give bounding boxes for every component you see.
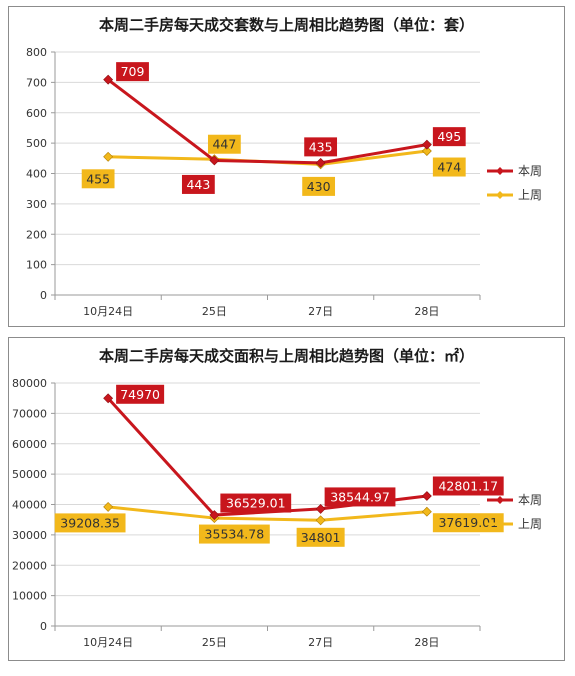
- legend-marker: [496, 167, 504, 175]
- x-tick-label: 28日: [414, 636, 439, 649]
- data-point-marker: [209, 510, 220, 520]
- data-label-box: [302, 176, 336, 196]
- legend-label: 上周: [518, 188, 542, 202]
- series-line-last-week: [107, 505, 427, 522]
- y-tick-label: 0: [40, 289, 47, 302]
- data-label: 37619.01: [438, 515, 498, 530]
- series-line-this-week: [107, 78, 428, 165]
- legend-label: 上周: [518, 517, 542, 531]
- data-label: 447: [212, 137, 236, 152]
- y-tick-label: 40000: [12, 499, 47, 512]
- sets-chart-panel: 本周二手房每天成交套数与上周相比趋势图（单位：套） 0 100 200 300 400 5…: [8, 6, 565, 327]
- sets-chart-title: 本周二手房每天成交套数与上周相比趋势图（单位：套）: [98, 16, 474, 34]
- data-point-marker: [421, 139, 432, 150]
- y-tick-label: 80000: [12, 377, 47, 390]
- y-tick-label: 600: [26, 107, 47, 120]
- data-label: 495: [437, 129, 461, 144]
- y-tick-label: 800: [26, 46, 47, 59]
- data-label-box: [432, 476, 504, 496]
- data-label: 38544.97: [330, 489, 390, 504]
- data-label: 35534.78: [205, 527, 265, 542]
- data-label: 474: [437, 160, 461, 175]
- data-label-box: [432, 157, 466, 177]
- data-label: 39208.35: [60, 515, 120, 530]
- y-tick-label: 50000: [12, 468, 47, 481]
- y-tick-label: 400: [26, 168, 47, 181]
- data-label-box: [116, 62, 149, 82]
- data-label-box: [207, 134, 241, 154]
- y-tick-label: 500: [26, 137, 47, 150]
- data-label: 435: [309, 139, 333, 154]
- data-label-box: [198, 524, 270, 544]
- data-label-box: [181, 174, 215, 194]
- data-label-box: [81, 169, 115, 189]
- y-tick-label: 700: [26, 76, 47, 89]
- data-label-box: [304, 137, 338, 157]
- y-tick-label: 20000: [12, 559, 47, 572]
- data-point-marker: [103, 74, 114, 85]
- area-chart-title: 本周二手房每天成交面积与上周相比趋势图（单位：㎡）: [98, 347, 474, 365]
- legend-marker: [496, 191, 504, 199]
- legend-marker: [496, 520, 504, 528]
- data-point-marker: [421, 146, 432, 156]
- data-label: 42801.17: [438, 478, 498, 493]
- data-label: 455: [86, 171, 110, 186]
- x-tick-label: 25日: [202, 305, 227, 318]
- x-tick-label: 10月24日: [83, 305, 133, 318]
- data-label: 36529.01: [226, 496, 286, 511]
- x-tick-label: 10月24日: [83, 636, 133, 649]
- data-point-marker: [103, 151, 114, 162]
- data-point-marker: [315, 515, 326, 526]
- data-label: 430: [307, 179, 331, 194]
- x-tick-label: 28日: [414, 305, 439, 318]
- legend-marker: [496, 496, 504, 504]
- legend-label: 本周: [518, 164, 542, 178]
- y-tick-label: 300: [26, 198, 47, 211]
- data-point-marker: [315, 503, 326, 514]
- legend-label: 本周: [518, 493, 542, 507]
- y-tick-label: 70000: [12, 407, 47, 420]
- y-tick-label: 0: [40, 620, 47, 633]
- data-point-marker: [421, 491, 432, 501]
- data-point-marker: [315, 157, 326, 168]
- x-tick-label: 27日: [308, 636, 333, 649]
- y-tick-label: 30000: [12, 529, 47, 542]
- y-tick-label: 200: [26, 228, 47, 241]
- data-point-marker: [421, 506, 432, 517]
- y-tick-label: 100: [26, 259, 47, 272]
- data-label-box: [296, 527, 345, 547]
- data-label-box: [432, 127, 466, 147]
- x-tick-label: 25日: [202, 636, 227, 649]
- data-label: 74970: [120, 387, 160, 402]
- data-point-marker: [209, 155, 220, 166]
- data-label: 443: [186, 177, 210, 192]
- data-label: 34801: [301, 530, 341, 545]
- data-label-box: [220, 493, 292, 513]
- data-point-marker: [103, 393, 114, 404]
- y-tick-label: 60000: [12, 438, 47, 451]
- data-label-box: [432, 513, 504, 533]
- area-chart-svg: 0 10000 20000 30000 40000 50000 60000 70000 8000…: [12, 377, 542, 649]
- data-label-box: [116, 384, 165, 404]
- data-label: 709: [121, 64, 145, 79]
- data-point-marker: [103, 501, 114, 512]
- x-tick-label: 27日: [308, 305, 333, 318]
- y-tick-label: 10000: [12, 590, 47, 603]
- data-label-box: [324, 487, 396, 507]
- sets-chart-svg: 0 100 200 300 400 500 600 700 800 10月24日 25日 27日 28日…: [26, 46, 542, 318]
- area-chart-panel: 本周二手房每天成交面积与上周相比趋势图（单位：㎡） 0 10000 20000 300…: [8, 337, 565, 661]
- data-label-box: [54, 513, 126, 533]
